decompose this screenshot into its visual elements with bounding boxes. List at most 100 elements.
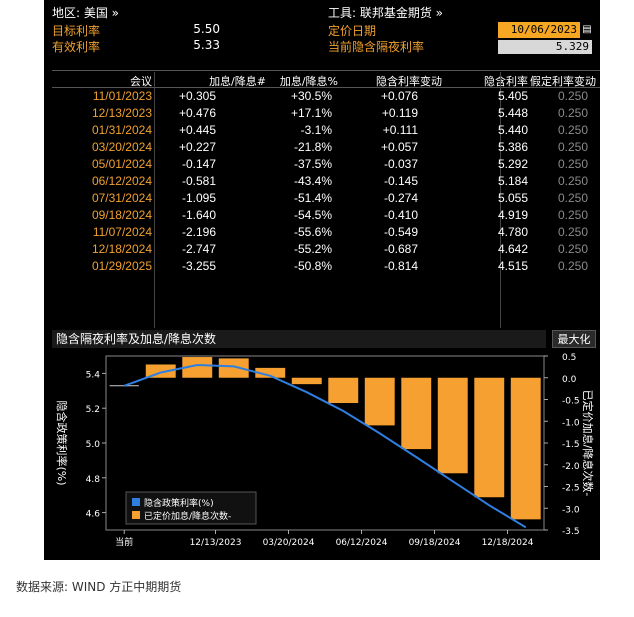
meeting-date-cell: 09/18/2024 [91,208,152,222]
left-axis-tick-label: 4.8 [86,475,101,485]
meeting-date-cell: 01/31/2024 [91,123,152,137]
hikes-cuts-count-cell: -0.581 [181,174,216,188]
meeting-date-cell: 07/31/2024 [91,191,152,205]
hikes-cuts-count-cell: +0.445 [178,123,216,137]
bar [474,377,505,498]
table-row[interactable]: 11/07/2024 -2.196 -55.6% -0.549 4.780 0.250 [52,224,600,241]
left-axis-tick-label: 4.6 [86,510,101,520]
column-header-implied-rate-change[interactable]: 隐含利率变动 [376,75,442,88]
implied-rate-cell: 4.515 [497,259,528,273]
hikes-cuts-pct-cell: -21.8% [293,140,332,154]
hikes-cuts-pct-cell: -3.1% [300,123,332,137]
implied-rate-cell: 5.386 [497,140,528,154]
x-axis-tick-label: 当前 [115,536,133,548]
column-header-hikes-cuts-count[interactable]: 加息/降息# [209,75,266,88]
maximize-button[interactable]: 最大化 [552,330,596,348]
implied-rate-cell: 5.440 [497,123,528,137]
column-divider [154,72,155,328]
meeting-date-cell: 06/12/2024 [91,174,152,188]
assumed-rate-change-cell: 0.250 [557,191,588,205]
effective-rate-label: 有效利率 [52,40,101,54]
table-row[interactable]: 05/01/2024 -0.147 -37.5% -0.037 5.292 0.250 [52,156,600,173]
right-axis-label: 已定价加息/降息次数- [581,390,595,497]
meeting-date-cell: 11/07/2024 [92,225,152,239]
tool-selector[interactable]: 工具: 联邦基金期货 » [328,6,444,20]
table-row[interactable]: 09/18/2024 -1.640 -54.5% -0.410 4.919 0.250 [52,207,600,224]
right-axis-tick-label: -3.5 [562,527,580,537]
meeting-date-cell: 01/29/2025 [91,259,152,273]
hikes-cuts-count-cell: -2.747 [181,242,216,256]
table-row[interactable]: 01/29/2025 -3.255 -50.8% -0.814 4.515 0.250 [52,258,600,275]
hikes-cuts-pct-cell: -51.4% [293,191,332,205]
target-rate-value: 5.50 [193,22,220,36]
assumed-rate-change-cell: 0.250 [557,123,588,137]
calendar-icon[interactable]: ▤ [582,22,592,38]
table-row[interactable]: 11/01/2023 +0.305 +30.5% +0.076 5.405 0.250 [52,88,600,105]
column-header-assumed-rate-change[interactable]: 假定利率变动 [530,75,596,88]
legend-label-bar: 已定价加息/降息次数- [144,510,231,522]
table-row[interactable]: 03/20/2024 +0.227 -21.8% +0.057 5.386 0.250 [52,139,600,156]
assumed-rate-change-cell: 0.250 [557,89,588,103]
x-axis-tick-label: 03/20/2024 [263,538,315,548]
meeting-date-cell: 05/01/2024 [91,157,152,171]
legend-box [125,491,257,525]
assumed-rate-change-cell: 0.250 [557,106,588,120]
implied-rate-line [123,363,527,529]
x-axis-tick-label: 12/18/2024 [482,538,534,548]
table-row[interactable]: 06/12/2024 -0.581 -43.4% -0.145 5.184 0.250 [52,173,600,190]
column-header-hikes-cuts-pct[interactable]: 加息/降息% [279,75,338,88]
table-row[interactable]: 01/31/2024 +0.445 -3.1% +0.111 5.440 0.250 [52,122,600,139]
right-axis-tick-label: 0.0 [562,375,577,385]
meeting-date-cell: 03/20/2024 [91,140,152,154]
bar [291,377,322,385]
assumed-rate-change-cell: 0.250 [557,259,588,273]
implied-rate-change-cell: -0.145 [383,174,418,188]
x-axis-tick-label: 09/18/2024 [409,538,461,548]
target-rate-label: 目标利率 [52,24,101,38]
column-header-implied-rate[interactable]: 隐含利率 [484,75,528,88]
bar [437,377,468,474]
implied-rate-change-cell: +0.119 [381,106,418,120]
rate-chart: 5.4 5.2 5.0 4.8 4.6 0.5 0.0 -0.5 -1.0 -1.5 -2.0 -2.… [55,353,595,548]
effective-rate-value: 5.33 [193,38,220,52]
hikes-cuts-pct-cell: -37.5% [293,157,332,171]
hikes-cuts-count-cell: +0.476 [178,106,216,120]
assumed-rate-change-cell: 0.250 [557,242,588,256]
legend-label-line: 隐含政策利率(%) [144,497,214,509]
table-row[interactable]: 07/31/2024 -1.095 -51.4% -0.274 5.055 0.250 [52,190,600,207]
bar [401,377,432,450]
bar [364,377,395,426]
meetings-table: 11/01/2023 +0.305 +30.5% +0.076 5.405 0.250 12… [52,88,600,328]
assumed-rate-change-cell: 0.250 [557,208,588,222]
right-axis-tick-label: -1.5 [562,440,580,450]
hikes-cuts-count-cell: -2.196 [181,225,216,239]
implied-rate-change-cell: -0.410 [383,208,418,222]
hikes-cuts-count-cell: +0.305 [178,89,216,103]
hikes-cuts-count-cell: -1.640 [181,208,216,222]
hikes-cuts-count-cell: +0.227 [178,140,216,154]
left-axis-tick-label: 5.2 [86,405,100,415]
implied-overnight-value: 5.329 [498,40,592,54]
bloomberg-terminal-panel: 地区: 美国 » 工具: 联邦基金期货 » 目标利率 5.50 定价日期 10/… [44,0,600,560]
left-axis-tick-label: 5.4 [86,370,101,380]
x-axis-tick-label: 12/13/2023 [190,538,242,548]
bar [255,367,286,378]
pricing-date-input[interactable]: 10/06/2023 [498,22,580,38]
left-axis-label: 隐含政策利率(%) [55,400,69,485]
table-row[interactable]: 12/13/2023 +0.476 +17.1% +0.119 5.448 0.250 [52,105,600,122]
column-divider [500,72,501,328]
table-row[interactable]: 12/18/2024 -2.747 -55.2% -0.687 4.642 0.250 [52,241,600,258]
region-selector[interactable]: 地区: 美国 » [52,6,120,20]
assumed-rate-change-cell: 0.250 [557,174,588,188]
implied-rate-cell: 5.055 [497,191,528,205]
bar [328,377,359,404]
hikes-cuts-pct-cell: +30.5% [290,89,332,103]
right-axis-tick-label: -3.0 [562,505,580,515]
right-axis-tick-label: 0.5 [562,353,576,363]
column-header-meeting[interactable]: 会议 [130,75,152,88]
hikes-cuts-pct-cell: +17.1% [290,106,332,120]
pricing-date-label: 定价日期 [328,24,377,38]
meeting-date-cell: 12/13/2023 [91,106,152,120]
bar [182,357,213,378]
right-axis-tick-label: -2.5 [562,484,580,494]
